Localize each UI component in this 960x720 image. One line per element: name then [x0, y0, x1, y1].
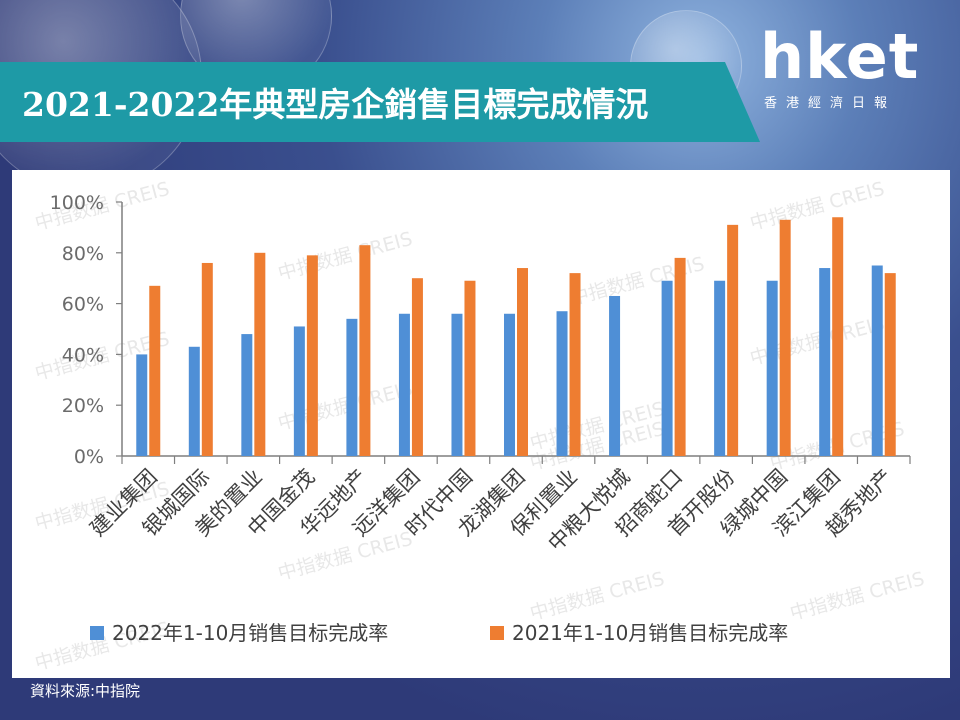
legend-label-2022: 2022年1-10月销售目标完成率 [112, 621, 388, 645]
bar-2022 [504, 313, 515, 456]
bar-2021 [517, 268, 528, 456]
bar-2022 [661, 280, 673, 456]
bar-2022 [871, 265, 883, 456]
bar-2022 [136, 354, 148, 456]
bar-2021 [674, 257, 686, 456]
logo-subtitle: 香港經濟日報 [764, 96, 897, 111]
bar-2021 [254, 252, 266, 456]
bar-2021 [201, 262, 213, 456]
bar-2022 [293, 326, 305, 456]
legend-label-2021: 2021年1-10月销售目标完成率 [512, 621, 788, 645]
bar-2021 [884, 273, 896, 456]
watermark: 中指数据 CREIS [788, 568, 927, 625]
bar-2021 [832, 217, 844, 456]
bar-2022 [819, 268, 831, 456]
y-tick-label: 60% [62, 294, 104, 316]
bar-2021 [359, 245, 371, 456]
bar-2021 [149, 285, 161, 456]
bar-2021 [569, 273, 581, 456]
bar-2021 [464, 280, 476, 456]
logo-brand: hket [760, 20, 920, 93]
watermark: 中指数据 CREIS [276, 528, 415, 585]
bar-2021 [306, 255, 318, 456]
bar-2022 [398, 313, 410, 456]
bar-2022 [766, 280, 778, 456]
bar-2021 [779, 219, 791, 456]
watermark: 中指数据 CREIS [528, 568, 667, 625]
y-tick-label: 20% [62, 395, 104, 417]
bar-2022 [556, 311, 568, 456]
source-note: 資料來源:中指院 [30, 682, 141, 700]
bar-2022 [714, 280, 726, 456]
bar-2021 [411, 278, 423, 456]
watermark: 中指数据 CREIS [568, 253, 707, 310]
y-tick-label: 100% [50, 192, 104, 214]
bar-2022 [346, 318, 358, 456]
bar-2021 [727, 224, 739, 456]
bar-2022 [451, 313, 463, 456]
bar-2022 [609, 295, 621, 456]
chart-panel: 中指数据 CREIS 中指数据 CREIS 中指数据 CREIS 中指数据 CREIS… [12, 170, 950, 678]
y-tick-label: 40% [62, 344, 104, 366]
page-title: 2021-2022年典型房企銷售目標完成情況 [22, 85, 649, 124]
bar-2022 [241, 334, 253, 456]
watermark: 中指数据 CREIS [276, 228, 415, 285]
legend-swatch-2021 [490, 626, 504, 640]
bar-chart: 中指数据 CREIS 中指数据 CREIS 中指数据 CREIS 中指数据 CREIS… [33, 178, 927, 675]
hket-logo: hket 香港經濟日報 [760, 22, 940, 114]
title-bar [0, 62, 760, 142]
y-tick-label: 0% [74, 446, 104, 468]
bar-2022 [188, 346, 200, 456]
legend-swatch-2022 [90, 626, 104, 640]
watermark: 中指数据 CREIS [748, 178, 887, 235]
y-tick-label: 80% [62, 243, 104, 265]
